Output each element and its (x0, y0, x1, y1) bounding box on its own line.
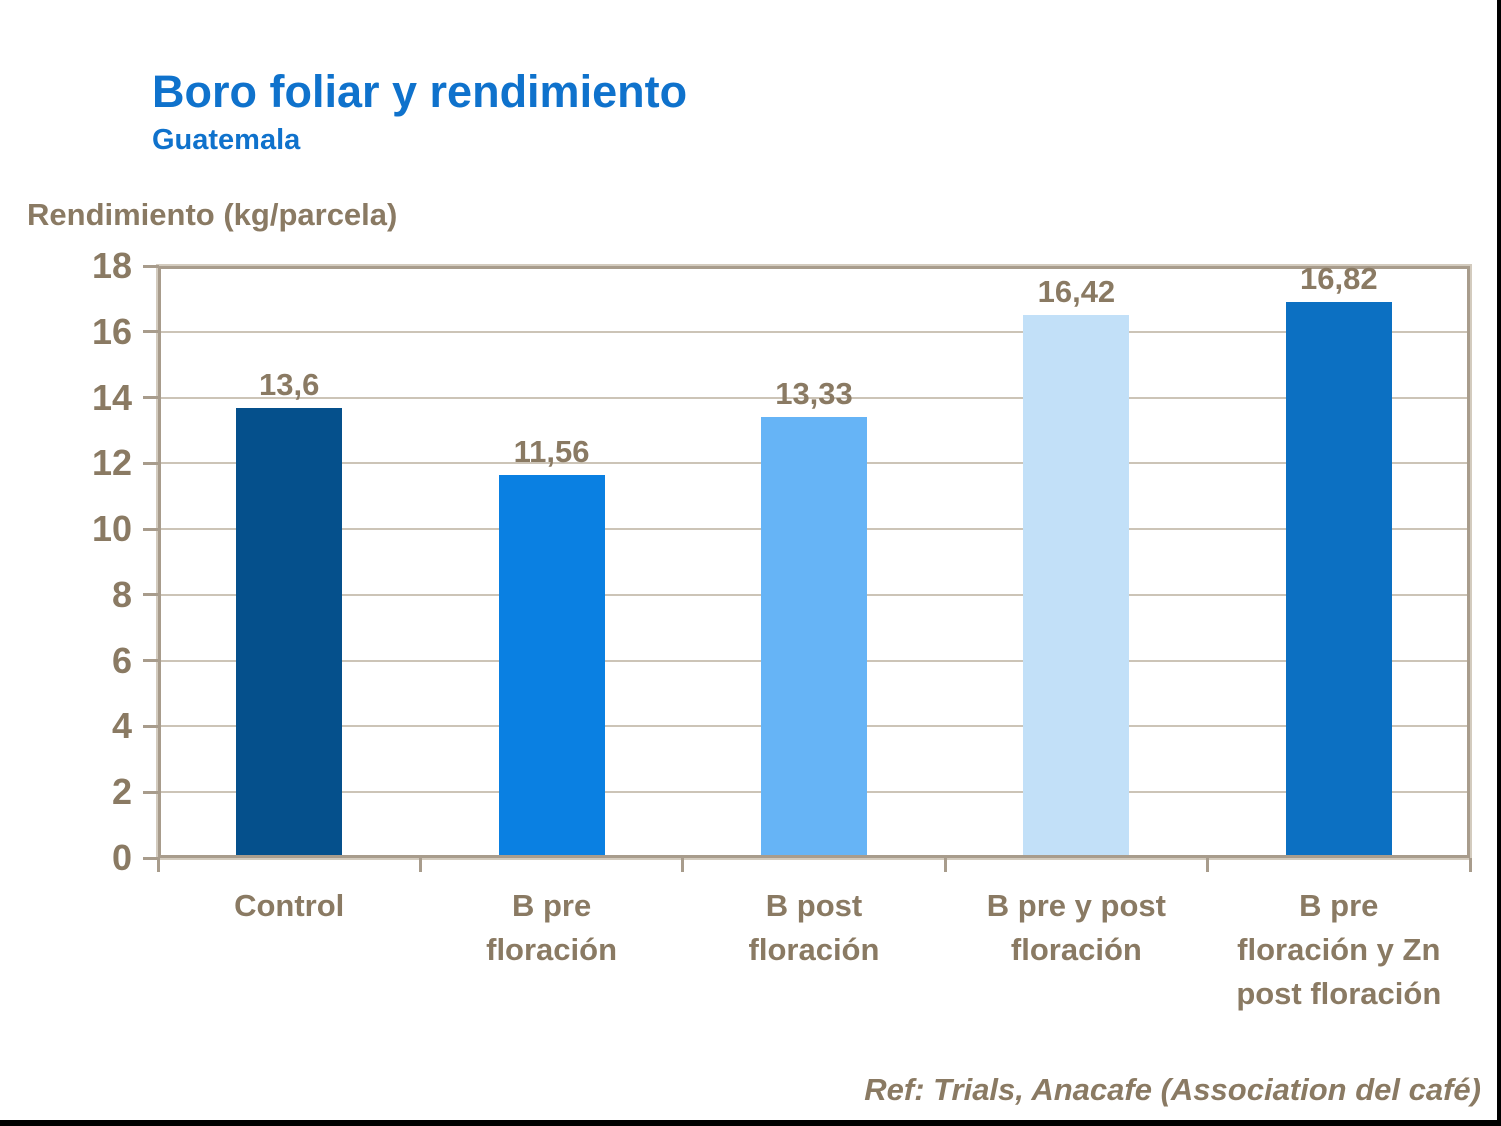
x-category-label-line: floración y Zn (1237, 932, 1441, 967)
y-axis-tick (143, 790, 159, 794)
bar-value-label: 16,82 (1300, 260, 1378, 296)
y-tick-label: 16 (91, 310, 132, 352)
x-category-label: B pre y post floración (945, 884, 1207, 972)
y-tick-label: 4 (111, 705, 132, 747)
x-category-label-line: B pre (1299, 888, 1379, 923)
x-category-label: Control (158, 884, 420, 928)
x-category-label-line: B pre y post (986, 888, 1166, 923)
x-axis-tick (681, 858, 685, 872)
x-axis-tick (943, 858, 947, 872)
y-tick-label: 12 (91, 442, 132, 484)
chart-title: Boro foliar y rendimiento (152, 66, 688, 117)
y-axis-tick (143, 461, 159, 465)
y-tick-label: 8 (111, 573, 132, 615)
y-axis-tick (143, 396, 159, 400)
y-tick-label: 0 (111, 837, 132, 878)
bar (761, 416, 867, 855)
bar-value-label: 11,56 (513, 433, 590, 469)
y-axis-title: Rendimiento (kg/parcela) (27, 197, 398, 232)
x-category-label-line: Control (234, 888, 345, 923)
x-category-label-line: B pre (511, 888, 592, 923)
x-category-label-line: B post (765, 888, 863, 923)
y-tick-label: 2 (111, 771, 132, 813)
gridline (161, 396, 1467, 399)
slide-border-right (1497, 0, 1501, 1126)
y-tick-label: 14 (91, 376, 132, 418)
x-category-label-line: floración (1010, 932, 1142, 967)
bar (1285, 301, 1392, 855)
bar (1023, 314, 1130, 855)
bar-value-label: 16,42 (1037, 273, 1116, 309)
y-axis-tick (143, 330, 159, 334)
y-axis-tick (143, 593, 159, 597)
slide-border-bottom (0, 1120, 1501, 1126)
y-axis-tick (143, 527, 159, 531)
bar (498, 474, 605, 855)
x-category-label-line: post floración (1236, 976, 1442, 1011)
x-axis-tick (1468, 858, 1472, 872)
x-axis-tick (1206, 858, 1210, 872)
chart-subtitle: Guatemala (152, 124, 301, 156)
y-axis-tick (143, 264, 159, 268)
x-category-label-line: floración (748, 932, 880, 967)
y-axis-tick (143, 856, 159, 860)
x-axis-tick (418, 858, 422, 872)
x-axis-tick (156, 858, 160, 872)
y-tick-label: 10 (91, 508, 132, 550)
plot-area: 13,6 11,56 13,33 16,42 16,82 (156, 261, 1472, 860)
y-tick-label: 18 (91, 245, 132, 286)
gridline (161, 330, 1467, 333)
bar-value-label: 13,33 (775, 375, 853, 411)
x-category-label: B pre floración y Zn post floración (1208, 884, 1470, 1016)
bar (236, 407, 343, 855)
reference-text: Ref: Trials, Anacafe (Association del ca… (864, 1072, 1481, 1107)
bar-value-label: 13,6 (259, 366, 320, 402)
y-axis-tick (143, 659, 159, 663)
y-axis-tick (143, 724, 159, 728)
x-category-label-line: floración (486, 932, 618, 967)
x-category-label: B post floración (683, 884, 945, 972)
x-category-label: B pre floración (420, 884, 682, 972)
y-tick-label: 6 (111, 639, 132, 681)
